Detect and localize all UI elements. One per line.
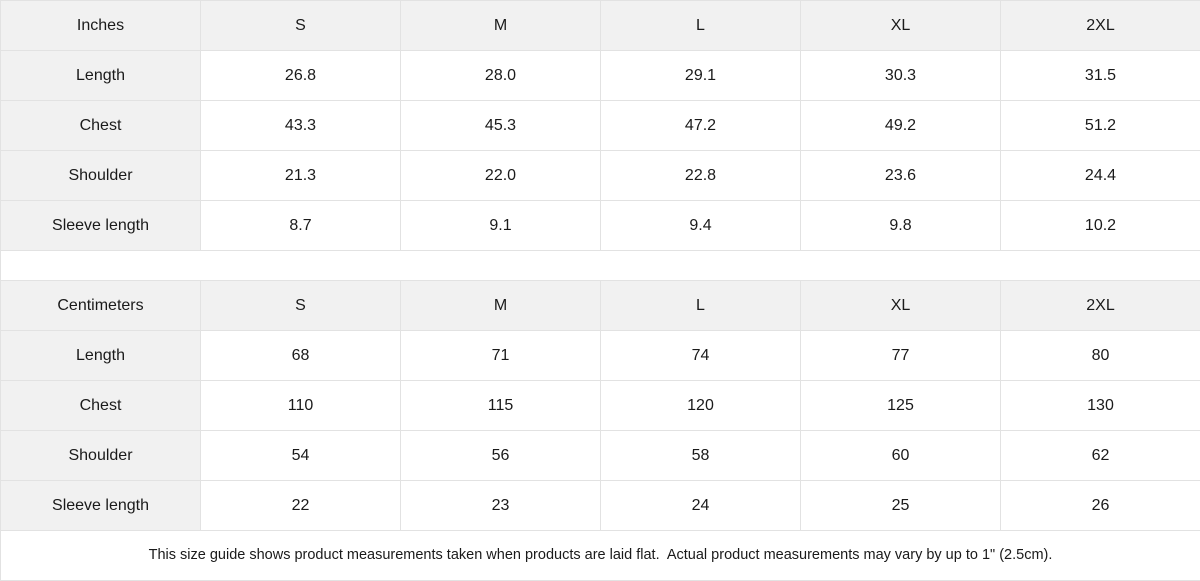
measurement-value: 29.1 [601, 51, 801, 101]
measurement-value: 21.3 [201, 151, 401, 201]
measurement-label: Shoulder [1, 431, 201, 481]
measurement-value: 43.3 [201, 101, 401, 151]
measurement-value: 22.8 [601, 151, 801, 201]
size-header-2xl: 2XL [1001, 281, 1200, 331]
table-spacer [1, 251, 1200, 281]
measurement-value: 8.7 [201, 201, 401, 251]
measurement-label: Shoulder [1, 151, 201, 201]
measurement-value: 24.4 [1001, 151, 1200, 201]
measurement-value: 60 [801, 431, 1001, 481]
measurement-value: 68 [201, 331, 401, 381]
measurement-value: 24 [601, 481, 801, 531]
size-header-xl: XL [801, 1, 1001, 51]
measurement-value: 23 [401, 481, 601, 531]
measurement-value: 110 [201, 381, 401, 431]
table-row: Length 68 71 74 77 80 [1, 331, 1200, 381]
measurement-value: 45.3 [401, 101, 601, 151]
measurement-value: 77 [801, 331, 1001, 381]
measurement-value: 30.3 [801, 51, 1001, 101]
measurement-value: 47.2 [601, 101, 801, 151]
measurement-value: 56 [401, 431, 601, 481]
measurement-label: Length [1, 51, 201, 101]
measurement-value: 125 [801, 381, 1001, 431]
table-row: Shoulder 54 56 58 60 62 [1, 431, 1200, 481]
measurement-label: Length [1, 331, 201, 381]
size-guide-footnote: This size guide shows product measuremen… [1, 531, 1200, 581]
table-row: Sleeve length 22 23 24 25 26 [1, 481, 1200, 531]
size-header-l: L [601, 1, 801, 51]
table-row: Shoulder 21.3 22.0 22.8 23.6 24.4 [1, 151, 1200, 201]
measurement-value: 115 [401, 381, 601, 431]
measurement-value: 49.2 [801, 101, 1001, 151]
table-row: Chest 110 115 120 125 130 [1, 381, 1200, 431]
unit-label-centimeters: Centimeters [1, 281, 201, 331]
header-row-inches: Inches S M L XL 2XL [1, 1, 1200, 51]
size-header-s: S [201, 1, 401, 51]
measurement-value: 9.4 [601, 201, 801, 251]
measurement-value: 80 [1001, 331, 1200, 381]
measurement-value: 58 [601, 431, 801, 481]
measurement-value: 9.8 [801, 201, 1001, 251]
header-row-centimeters: Centimeters S M L XL 2XL [1, 281, 1200, 331]
measurement-value: 25 [801, 481, 1001, 531]
size-header-s: S [201, 281, 401, 331]
size-guide-footnote-row: This size guide shows product measuremen… [1, 531, 1200, 581]
measurement-value: 23.6 [801, 151, 1001, 201]
size-header-2xl: 2XL [1001, 1, 1200, 51]
measurement-value: 54 [201, 431, 401, 481]
measurement-label: Sleeve length [1, 481, 201, 531]
measurement-label: Chest [1, 381, 201, 431]
size-header-m: M [401, 1, 601, 51]
measurement-value: 71 [401, 331, 601, 381]
measurement-value: 26 [1001, 481, 1200, 531]
size-header-l: L [601, 281, 801, 331]
table-row: Length 26.8 28.0 29.1 30.3 31.5 [1, 51, 1200, 101]
measurement-value: 130 [1001, 381, 1200, 431]
measurement-value: 74 [601, 331, 801, 381]
measurement-value: 10.2 [1001, 201, 1200, 251]
table-row: Sleeve length 8.7 9.1 9.4 9.8 10.2 [1, 201, 1200, 251]
measurement-value: 31.5 [1001, 51, 1200, 101]
size-header-m: M [401, 281, 601, 331]
measurement-value: 51.2 [1001, 101, 1200, 151]
measurement-label: Sleeve length [1, 201, 201, 251]
measurement-value: 22.0 [401, 151, 601, 201]
table-spacer-cell [1, 251, 1200, 281]
size-header-xl: XL [801, 281, 1001, 331]
measurement-value: 28.0 [401, 51, 601, 101]
table-row: Chest 43.3 45.3 47.2 49.2 51.2 [1, 101, 1200, 151]
measurement-value: 120 [601, 381, 801, 431]
measurement-label: Chest [1, 101, 201, 151]
measurement-value: 62 [1001, 431, 1200, 481]
measurement-value: 9.1 [401, 201, 601, 251]
measurement-value: 26.8 [201, 51, 401, 101]
measurement-value: 22 [201, 481, 401, 531]
unit-label-inches: Inches [1, 1, 201, 51]
